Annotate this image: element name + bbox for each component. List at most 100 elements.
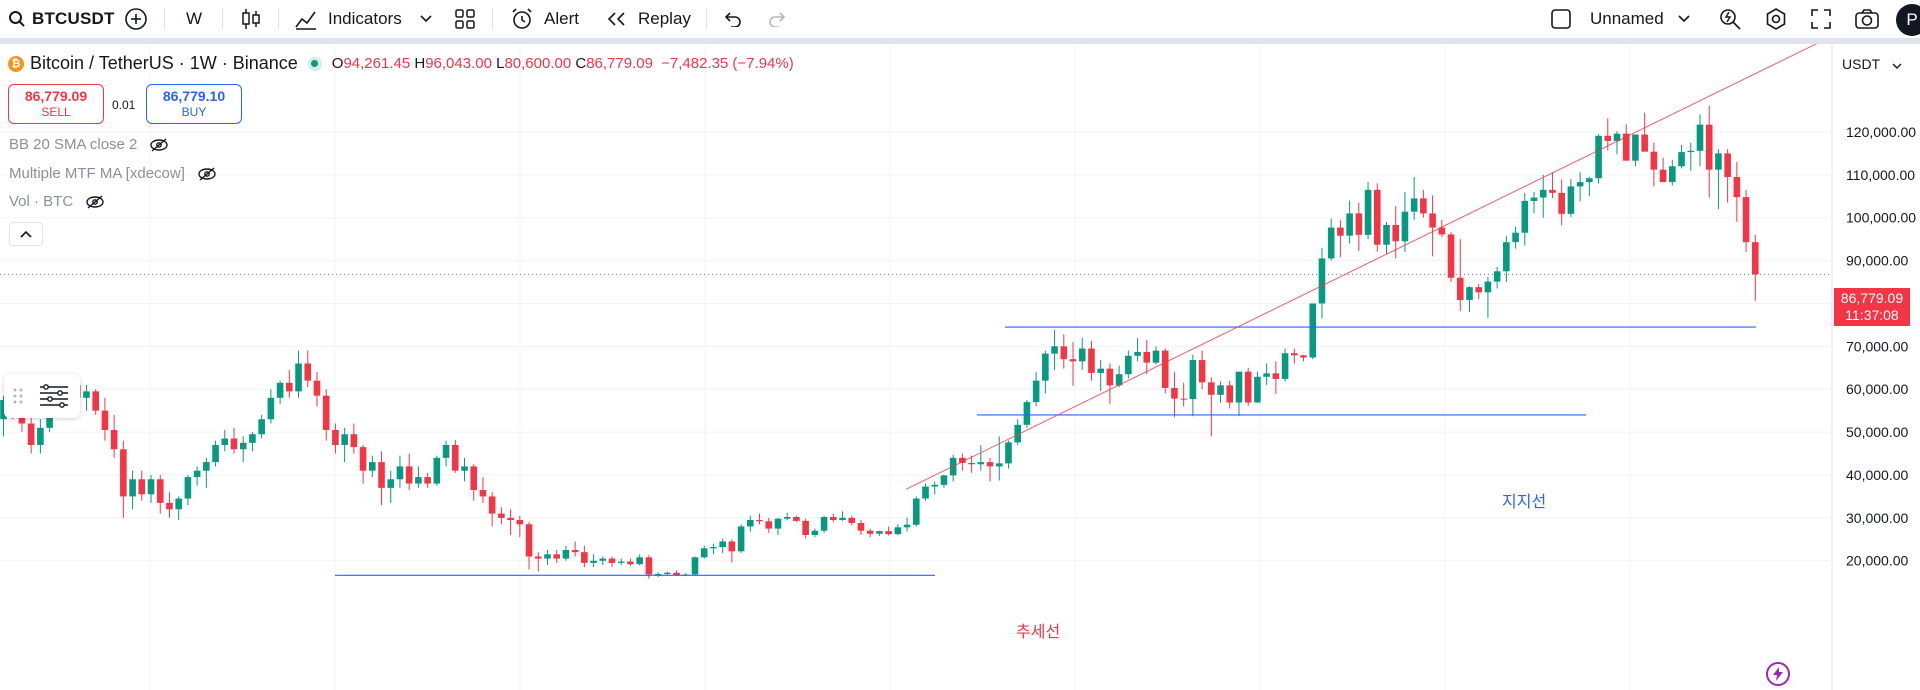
redo-button[interactable]: [768, 0, 788, 38]
candle-body: [1226, 385, 1234, 403]
gear-icon: [1766, 8, 1786, 30]
indicators-button[interactable]: Indicators: [294, 0, 402, 38]
eye-hidden-icon[interactable]: [197, 166, 217, 181]
indicators-label: Indicators: [328, 9, 402, 28]
candle-body: [1097, 368, 1104, 373]
indicator-label: Vol · BTC: [9, 193, 74, 210]
undo-button[interactable]: [722, 0, 742, 38]
candle-body: [1742, 197, 1750, 243]
candle-body: [1254, 376, 1261, 403]
layout-name: Unnamed: [1590, 9, 1664, 28]
candle-body: [1705, 124, 1713, 170]
candle-body: [793, 517, 800, 521]
candle-body: [562, 550, 570, 559]
drawing-toolbar-widget[interactable]: [4, 374, 80, 418]
alert-button[interactable]: Alert: [510, 0, 579, 38]
settings-button[interactable]: [1764, 0, 1788, 38]
lightning-icon[interactable]: [1766, 662, 1790, 686]
legend-title[interactable]: Bitcoin / TetherUS · 1W · Binance: [30, 53, 298, 73]
candle-body: [1466, 287, 1473, 301]
candle-body: [1447, 234, 1455, 278]
candle-body: [341, 434, 348, 445]
candle-body: [774, 518, 782, 529]
layout-save-button[interactable]: Unnamed: [1550, 0, 1690, 38]
candlestick-icon: [242, 9, 260, 29]
price-tick-label: 100,000.00: [1846, 210, 1916, 226]
candle-body: [654, 574, 662, 576]
replay-button[interactable]: Replay: [606, 0, 691, 38]
candle-body: [1272, 373, 1280, 379]
candle-body: [322, 395, 330, 430]
sell-button[interactable]: 86,779.09 SELL: [8, 84, 104, 124]
top-toolbar: BTCUSDT W Indicators Alert Replay Unname…: [0, 0, 1920, 44]
candle-body: [1281, 353, 1289, 379]
fullscreen-button[interactable]: [1810, 0, 1832, 38]
toolbar-divider: [492, 8, 493, 30]
interval-button[interactable]: W: [186, 0, 202, 38]
current-price-tag: 86,779.09 11:37:08: [1834, 288, 1910, 326]
candle-body: [1005, 442, 1012, 464]
candle-body: [1078, 348, 1086, 362]
chart-pane[interactable]: 120,000.00 110,000.00 100,000.00 90,000.00 8…: [0, 44, 1920, 690]
candle-body: [673, 572, 680, 576]
indicator-mtf-ma[interactable]: Multiple MTF MA [xdecow]: [9, 165, 217, 182]
candle-body: [156, 479, 164, 503]
candle-body: [1309, 303, 1317, 358]
candle-body: [1539, 189, 1547, 198]
support-annotation[interactable]: 지지선: [1502, 494, 1547, 511]
compare-symbol-button[interactable]: [124, 0, 148, 38]
candle-body: [876, 531, 883, 534]
eye-hidden-icon[interactable]: [85, 194, 105, 209]
indicator-templates-dropdown[interactable]: [420, 0, 432, 38]
buy-button[interactable]: 86,779.10 BUY: [146, 84, 242, 124]
candle-body: [166, 502, 173, 510]
candle-body: [147, 479, 155, 495]
collapse-legend-button[interactable]: [9, 222, 43, 246]
toolbar-divider: [222, 8, 223, 30]
candle-body: [968, 462, 975, 465]
avatar-letter: P: [1906, 10, 1918, 29]
candle-body: [1143, 351, 1151, 363]
candle-body: [571, 550, 579, 553]
candle-body: [1327, 227, 1335, 259]
symbol-search-button[interactable]: BTCUSDT: [8, 0, 115, 38]
quick-search-button[interactable]: [1718, 0, 1744, 38]
candle-body: [1696, 124, 1704, 151]
trendline-annotation[interactable]: 추세선: [1016, 624, 1061, 641]
price-tick-label: 90,000.00: [1846, 253, 1908, 269]
candle-body: [1429, 213, 1436, 228]
candle-body: [442, 444, 450, 458]
candle-body: [1300, 355, 1307, 358]
candle-body: [37, 427, 44, 445]
candle-body: [1632, 134, 1639, 161]
candle-body: [1042, 353, 1049, 381]
candle-body: [691, 557, 699, 575]
candle-body: [507, 517, 514, 521]
indicators-icon: [295, 11, 316, 30]
replay-label: Replay: [638, 9, 691, 28]
candle-body: [1549, 189, 1556, 193]
layouts-button[interactable]: [454, 0, 476, 38]
change-value: −7,482.35 (−7.94%): [661, 55, 794, 72]
user-avatar[interactable]: P: [1896, 4, 1920, 36]
alarm-clock-icon: [512, 8, 532, 29]
drawing-tools-icon[interactable]: [38, 383, 70, 409]
candle-body: [1558, 192, 1565, 214]
layout-square-icon: [1551, 9, 1571, 29]
candle-body: [1263, 373, 1270, 377]
candle-body: [977, 462, 985, 465]
candle-body: [1687, 150, 1695, 153]
indicator-bb[interactable]: BB 20 SMA close 2: [9, 136, 169, 153]
chart-type-button[interactable]: [240, 0, 262, 38]
candle-body: [1152, 350, 1160, 363]
snapshot-button[interactable]: [1854, 0, 1880, 38]
indicator-volume[interactable]: Vol · BTC: [9, 193, 105, 210]
indicator-label: Multiple MTF MA [xdecow]: [9, 165, 185, 182]
price-chart[interactable]: 120,000.00 110,000.00 100,000.00 90,000.00 8…: [0, 44, 1920, 690]
candle-body: [617, 561, 625, 563]
eye-hidden-icon[interactable]: [149, 137, 169, 152]
currency-selector[interactable]: USDT: [1842, 56, 1902, 72]
drag-handle-icon[interactable]: [12, 387, 24, 405]
candle-body: [1503, 242, 1510, 272]
toolbar-divider: [164, 8, 165, 30]
